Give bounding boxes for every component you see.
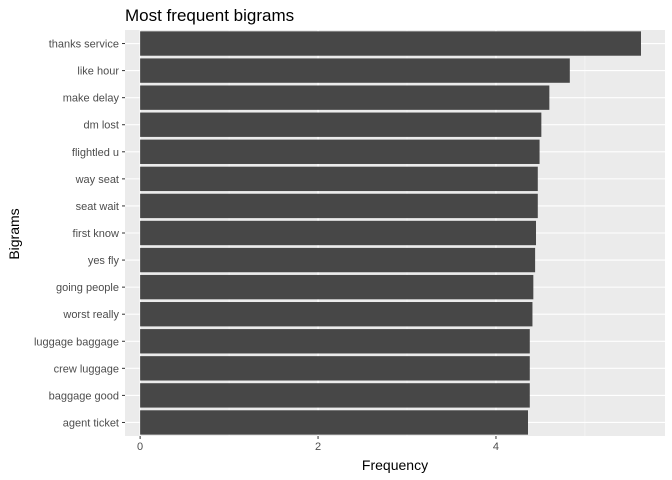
- y-tick-label: seat wait: [76, 201, 119, 213]
- bar: [140, 31, 641, 56]
- y-tick-label: going people: [56, 282, 119, 294]
- bar: [140, 166, 538, 192]
- y-tick-label: like hour: [77, 66, 119, 78]
- bar: [140, 383, 530, 408]
- bar: [140, 329, 530, 354]
- bar: [140, 85, 550, 110]
- y-tick-label: dm lost: [84, 120, 119, 132]
- chart-title: Most frequent bigrams: [125, 6, 294, 25]
- x-tick-label: 4: [493, 441, 499, 453]
- y-tick-label: make delay: [63, 93, 120, 105]
- bars: [140, 31, 641, 435]
- bar: [140, 274, 534, 300]
- y-tick-label: thanks service: [49, 39, 119, 51]
- bar: [140, 58, 570, 83]
- y-tick-label: baggage good: [49, 390, 119, 402]
- bar: [140, 193, 538, 219]
- bar: [140, 410, 528, 435]
- y-tick-label: agent ticket: [63, 417, 119, 429]
- bar: [140, 356, 530, 381]
- y-axis: thanks service like hour make delay dm lost…: [34, 39, 125, 429]
- y-tick-label: way seat: [75, 174, 119, 186]
- y-tick-label: flightled u: [72, 147, 119, 159]
- x-axis: 0 2 4: [137, 436, 499, 453]
- x-tick-label: 0: [137, 441, 143, 453]
- x-axis-title: Frequency: [362, 457, 428, 473]
- y-tick-label: crew luggage: [54, 363, 119, 375]
- y-tick-label: yes fly: [88, 255, 120, 267]
- bar: [140, 247, 536, 273]
- y-axis-title: Bigrams: [6, 208, 22, 259]
- y-tick-label: first know: [73, 228, 120, 240]
- x-tick-label: 2: [315, 441, 321, 453]
- bar: [140, 302, 533, 327]
- y-tick-label: worst really: [62, 309, 119, 321]
- bar: [140, 220, 537, 246]
- bar: [140, 139, 540, 164]
- bar: [140, 112, 542, 137]
- y-tick-label: luggage baggage: [34, 336, 119, 348]
